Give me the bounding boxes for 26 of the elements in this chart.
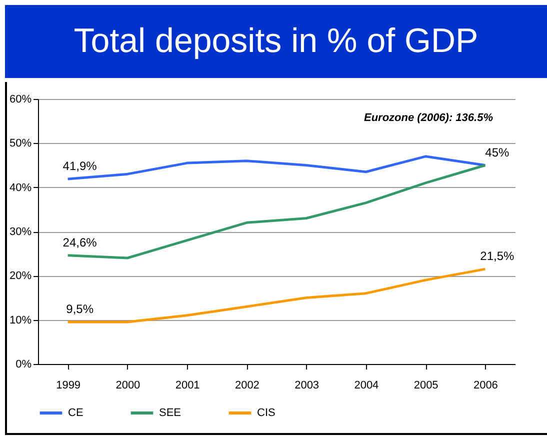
chart-title: Total deposits in % of GDP — [5, 5, 547, 78]
y-tick-label: 60% — [9, 94, 32, 106]
x-tick-label: 2003 — [294, 380, 320, 392]
y-tick-label: 0% — [16, 358, 32, 370]
y-tick-label: 50% — [9, 138, 32, 150]
x-tick-label: 2002 — [234, 380, 260, 392]
legend-label: CIS — [257, 407, 276, 419]
x-tick-label: 2000 — [116, 380, 140, 392]
legend-label: SEE — [159, 407, 182, 419]
x-tick-label: 2004 — [354, 380, 379, 392]
y-tick-label: 10% — [9, 314, 32, 326]
data-label: 45% — [485, 145, 510, 160]
x-tick-label: 2005 — [414, 380, 438, 392]
data-label: 21,5% — [480, 249, 515, 264]
data-label: 9,5% — [66, 302, 94, 316]
annotation: Eurozone (2006): 136.5% — [364, 112, 494, 124]
x-tick-label: 2001 — [175, 380, 200, 392]
x-tick-label: 2006 — [473, 380, 498, 392]
y-tick-label: 20% — [9, 270, 32, 282]
x-tick-label: 1999 — [56, 380, 81, 392]
legend-label: CE — [68, 407, 84, 419]
data-label: 41,9% — [62, 158, 98, 173]
y-tick-label: 40% — [9, 182, 32, 194]
line-series — [66, 268, 486, 324]
y-tick-label: 30% — [9, 226, 32, 238]
data-label: 24,6% — [62, 235, 98, 250]
